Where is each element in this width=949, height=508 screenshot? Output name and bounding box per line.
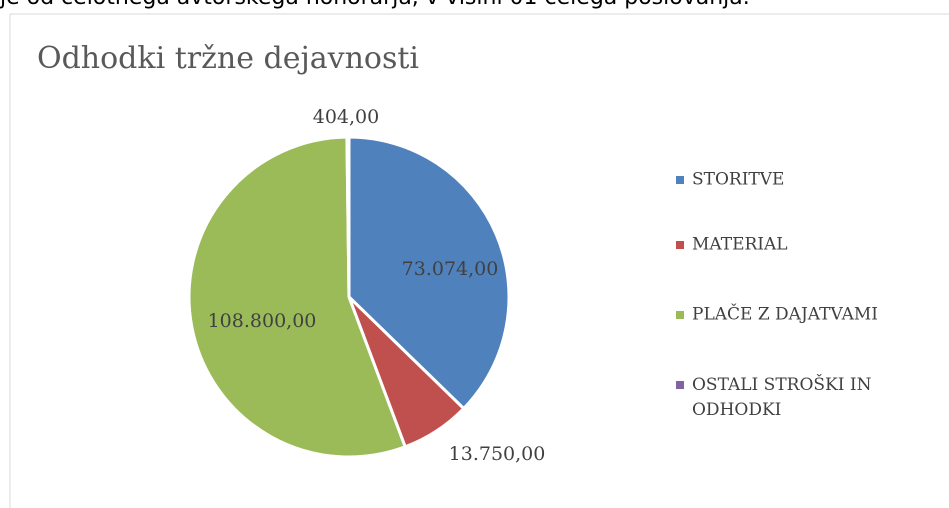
pie-slice (345, 135, 351, 298)
data-label: 108.800,00 (208, 310, 317, 332)
legend-swatch (676, 381, 684, 389)
legend-label: STORITVE (692, 170, 784, 190)
data-label: 404,00 (313, 106, 379, 128)
header-text: je od celotnega avtorskega honorarja, v … (0, 0, 750, 10)
legend-swatch (676, 311, 684, 319)
pie-slice (187, 135, 408, 459)
legend-swatch (676, 176, 684, 184)
pie-slice (347, 135, 511, 411)
legend-label: OSTALI STROŠKI IN ODHODKI (692, 374, 872, 420)
chart-title: Odhodki tržne dejavnosti (37, 41, 419, 76)
legend-swatch (676, 241, 684, 249)
data-label: 13.750,00 (449, 443, 546, 465)
legend-label: PLAČE Z DAJATVAMI (692, 304, 878, 325)
legend-label: MATERIAL (692, 235, 788, 255)
data-label: 73.074,00 (402, 258, 499, 280)
